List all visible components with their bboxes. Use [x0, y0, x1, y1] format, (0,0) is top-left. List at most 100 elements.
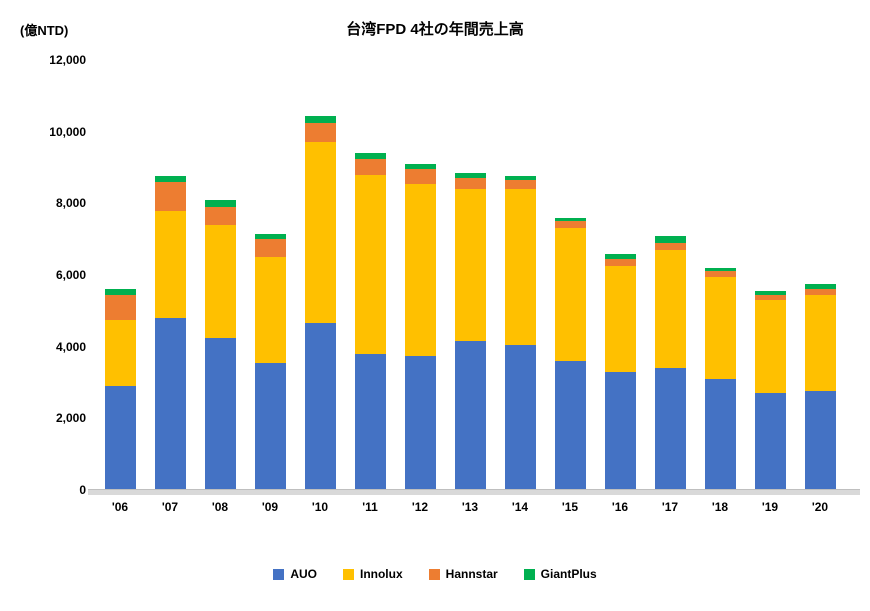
bar-segment-giantplus: [104, 289, 136, 295]
bar-segment-innolux: [554, 228, 586, 361]
bar-segment-giantplus: [654, 235, 686, 243]
legend-label: Innolux: [359, 567, 403, 581]
bar-segment-auo: [304, 323, 336, 490]
legend-swatch-auo: [273, 568, 285, 580]
bar-column-10: [295, 60, 345, 490]
bar-segment-auo: [604, 371, 636, 490]
legend: AUO Innolux Hannstar GiantPlus: [0, 567, 870, 581]
legend-swatch-hannstar: [428, 568, 440, 580]
bar-column-11: [345, 60, 395, 490]
bar-stack: [104, 60, 136, 490]
bar-column-16: [595, 60, 645, 490]
bar-stack: [754, 60, 786, 490]
bars-container: [95, 60, 845, 490]
bar-column-19: [745, 60, 795, 490]
bar-segment-giantplus: [504, 176, 536, 181]
x-tick-label: '20: [811, 500, 829, 514]
y-axis: 0 2,000 4,000 6,000 8,000 10,000 12,000: [8, 54, 86, 496]
legend-label: Hannstar: [445, 567, 498, 581]
bar-segment-hannstar: [504, 180, 536, 189]
bar-segment-hannstar: [704, 271, 736, 277]
x-tick-label: '06: [111, 500, 129, 514]
bar-segment-innolux: [204, 224, 236, 338]
bar-segment-innolux: [504, 189, 536, 345]
bar-segment-giantplus: [354, 153, 386, 159]
bar-segment-hannstar: [804, 289, 836, 295]
y-tick-label: 4,000: [55, 339, 86, 354]
x-tick-label: '10: [311, 500, 329, 514]
bar-column-08: [195, 60, 245, 490]
legend-item-hannstar: Hannstar: [428, 567, 498, 581]
bar-segment-giantplus: [204, 199, 236, 207]
legend-label: AUO: [290, 567, 317, 581]
bar-segment-auo: [104, 386, 136, 490]
x-tick-label: '16: [611, 500, 629, 514]
x-tick-label: '08: [211, 500, 229, 514]
bar-segment-auo: [254, 362, 286, 490]
x-tick-label: '19: [761, 500, 779, 514]
bar-stack: [404, 60, 436, 490]
bar-stack: [704, 60, 736, 490]
bar-stack: [254, 60, 286, 490]
bar-segment-hannstar: [554, 221, 586, 229]
bar-column-18: [695, 60, 745, 490]
legend-label: GiantPlus: [540, 567, 597, 581]
bar-segment-innolux: [654, 249, 686, 369]
bar-segment-giantplus: [254, 233, 286, 240]
y-tick-label: 0: [79, 483, 86, 497]
x-tick-label: '15: [561, 500, 579, 514]
y-tick-label: 2,000: [55, 411, 86, 426]
bar-stack: [504, 60, 536, 490]
unit-label: (億NTD): [20, 23, 69, 38]
bar-segment-giantplus: [754, 291, 786, 295]
bar-segment-giantplus: [454, 172, 486, 179]
bar-segment-auo: [454, 341, 486, 490]
bar-segment-giantplus: [704, 267, 736, 272]
bar-segment-hannstar: [654, 242, 686, 250]
bar-column-06: [95, 60, 145, 490]
bar-segment-hannstar: [254, 239, 286, 258]
bar-segment-auo: [654, 368, 686, 490]
bar-column-07: [145, 60, 195, 490]
x-tick-label: '09: [261, 500, 279, 514]
bar-segment-hannstar: [304, 122, 336, 143]
bar-segment-giantplus: [304, 115, 336, 123]
bar-segment-auo: [804, 391, 836, 490]
bar-segment-hannstar: [604, 258, 636, 267]
bar-stack: [304, 60, 336, 490]
bar-stack: [654, 60, 686, 490]
y-tick-label: 8,000: [55, 196, 86, 211]
bar-segment-innolux: [454, 189, 486, 342]
x-tick-label: '14: [511, 500, 529, 514]
bar-segment-auo: [504, 344, 536, 490]
bar-segment-innolux: [154, 210, 186, 318]
bar-segment-hannstar: [154, 181, 186, 211]
chart-title: 台湾FPD 4社の年間売上高: [346, 21, 524, 38]
bar-segment-innolux: [804, 294, 836, 392]
bar-stack: [604, 60, 636, 490]
bar-segment-hannstar: [204, 206, 236, 225]
bar-segment-innolux: [404, 183, 436, 356]
bar-segment-auo: [754, 393, 786, 490]
legend-swatch-giantplus: [523, 568, 535, 580]
bar-column-09: [245, 60, 295, 490]
bar-segment-innolux: [254, 257, 286, 363]
bar-segment-auo: [554, 361, 586, 490]
bar-segment-innolux: [354, 174, 386, 354]
bar-stack: [554, 60, 586, 490]
y-tick-label: 12,000: [49, 53, 86, 67]
x-tick-label: '07: [161, 500, 179, 514]
bar-segment-hannstar: [354, 158, 386, 175]
x-tick-label: '11: [362, 500, 378, 514]
bar-segment-innolux: [704, 276, 736, 379]
y-tick-label: 10,000: [49, 124, 86, 139]
legend-item-innolux: Innolux: [342, 567, 403, 581]
bar-column-12: [395, 60, 445, 490]
bar-stack: [354, 60, 386, 490]
bar-column-14: [495, 60, 545, 490]
bar-segment-giantplus: [604, 253, 636, 259]
bar-segment-auo: [154, 318, 186, 490]
y-tick-label: 6,000: [55, 268, 86, 282]
bar-segment-innolux: [104, 319, 136, 387]
bar-segment-hannstar: [404, 169, 436, 184]
